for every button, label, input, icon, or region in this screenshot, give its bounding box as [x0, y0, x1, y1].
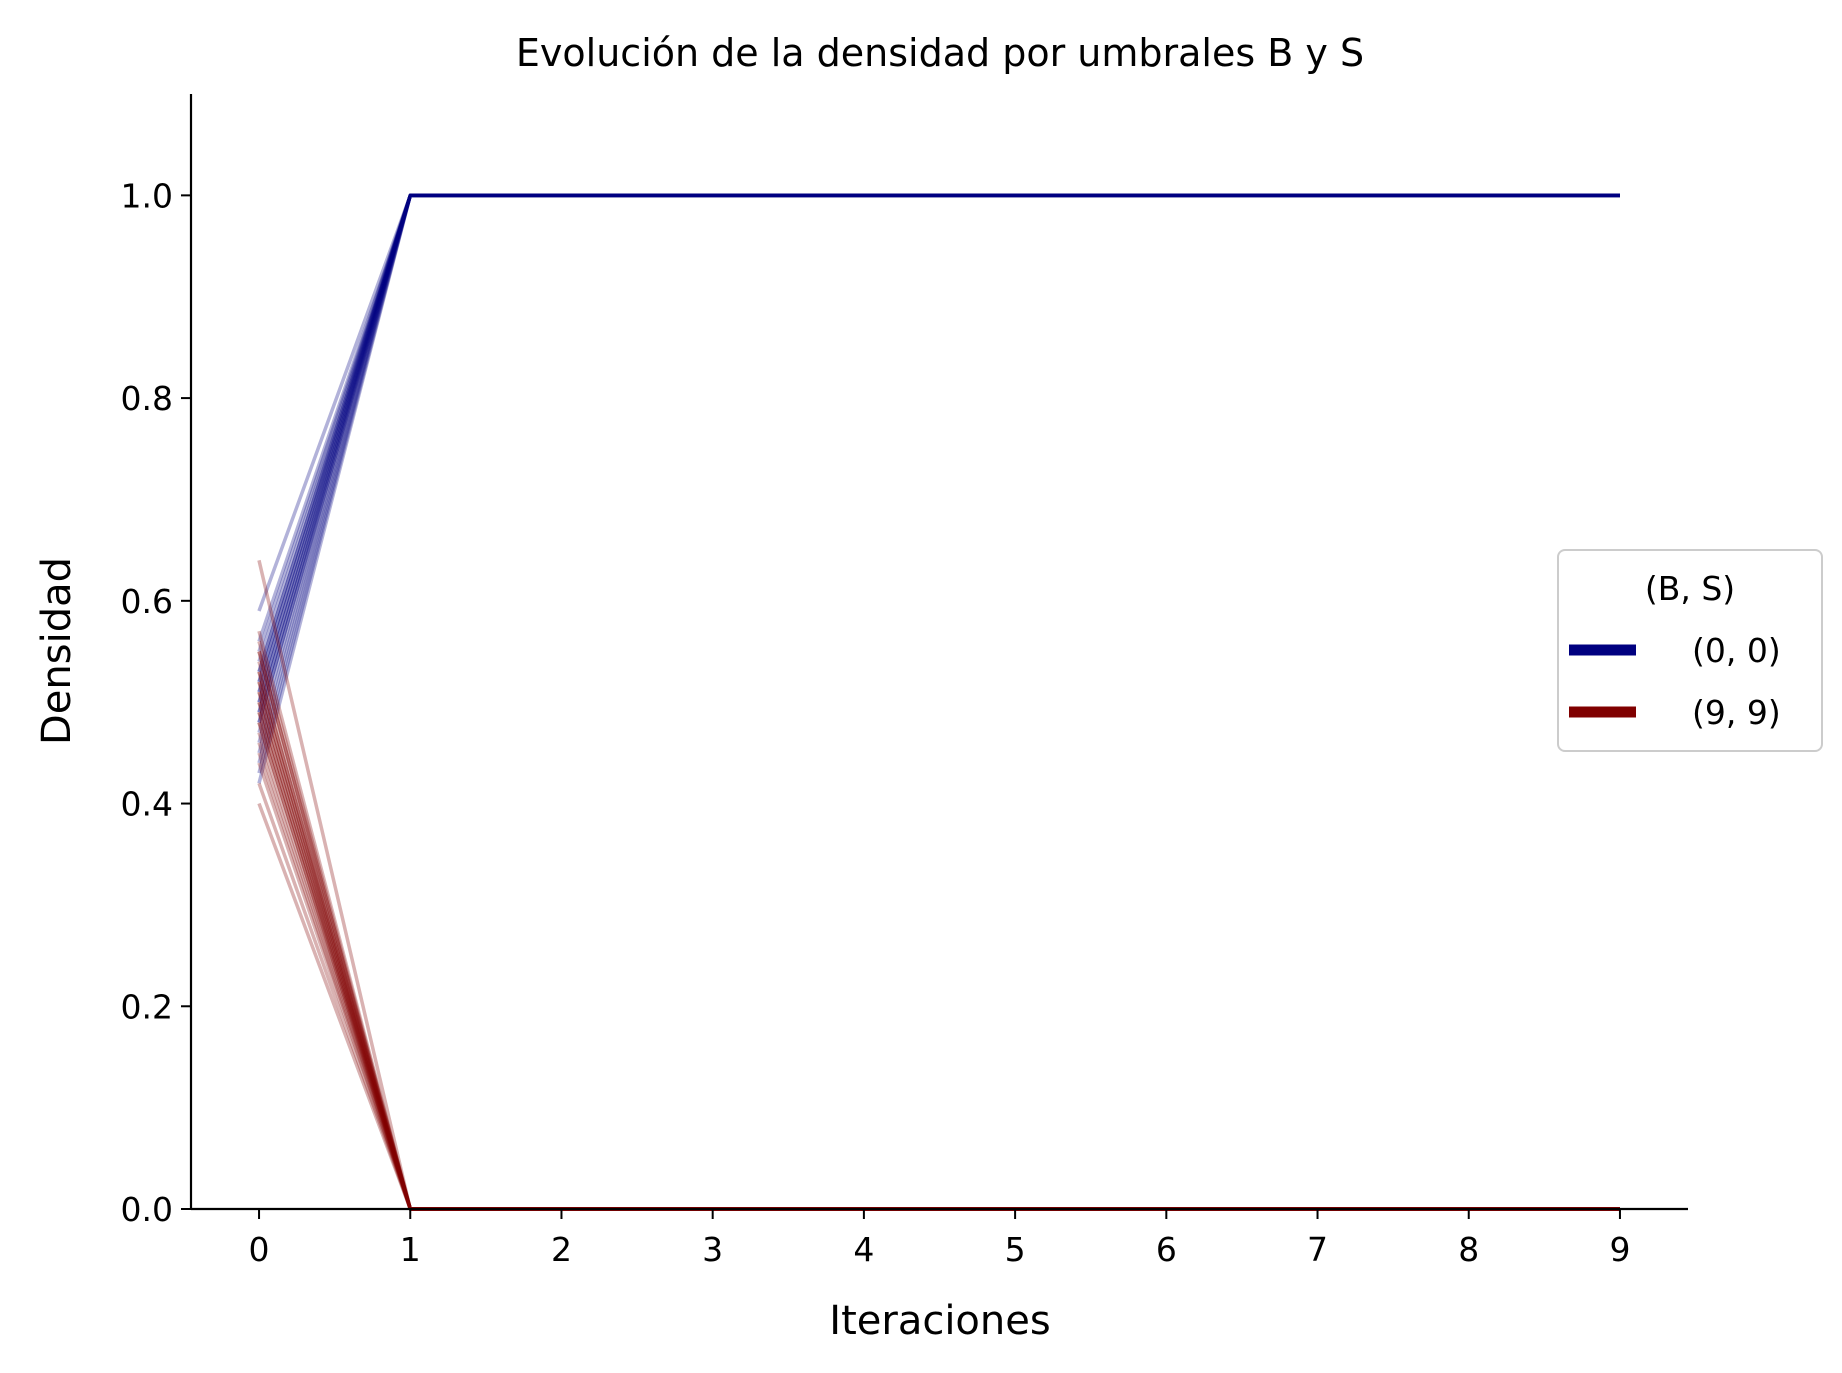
x-tick-label: 8 — [1458, 1230, 1479, 1269]
series-1-run-12-line — [257, 193, 1620, 703]
series-1-run-14-line — [257, 193, 1620, 713]
x-tick-label: 5 — [1005, 1230, 1026, 1269]
series-1-run-7-line — [257, 193, 1620, 683]
y-tick-label: 0.8 — [121, 379, 173, 418]
legend: (B, S) (0, 0) (9, 9) — [1557, 549, 1823, 752]
series-1-run-11-line — [257, 193, 1620, 703]
series-1-run-19-line — [257, 193, 1620, 754]
series-1-run-10-line — [257, 193, 1620, 693]
series-1-run-3-line — [257, 193, 1620, 653]
legend-label-series-2: (9, 9) — [1692, 693, 1781, 732]
y-axis-ticks: 0.0 0.2 0.4 0.6 0.8 1.0 — [121, 176, 191, 1229]
series-1-run-17-line — [257, 193, 1620, 734]
x-tick-label: 0 — [249, 1230, 270, 1269]
series-1-run-18-line — [257, 193, 1620, 744]
series-1-run-5-line — [257, 193, 1620, 673]
series-1-run-6-line — [257, 193, 1620, 673]
series-1-run-2-line — [257, 193, 1620, 642]
x-tick-label: 2 — [551, 1230, 572, 1269]
legend-box — [1557, 549, 1823, 752]
series-1-run-8-line — [257, 193, 1620, 683]
series-1-run-22-line — [257, 193, 1620, 784]
y-tick-label: 0.4 — [121, 785, 173, 824]
series-1-run-9-line — [257, 193, 1620, 693]
chart-title: Evolución de la densidad por umbrales B … — [516, 31, 1364, 75]
series-1-run-16-line — [257, 193, 1620, 723]
x-tick-label: 6 — [1156, 1230, 1177, 1269]
series-group-1 — [257, 193, 1620, 784]
y-axis-label: Densidad — [34, 557, 80, 745]
x-tick-label: 9 — [1609, 1230, 1630, 1269]
x-tick-label: 4 — [853, 1230, 874, 1269]
y-tick-label: 0.6 — [121, 582, 173, 621]
x-axis-label: Iteraciones — [829, 1298, 1050, 1344]
y-tick-label: 0.2 — [121, 987, 173, 1026]
y-tick-label: 0.0 — [121, 1190, 173, 1229]
series-1-run-13-line — [257, 193, 1620, 713]
series-1-run-20-line — [257, 193, 1620, 764]
series-1-run-21-line — [257, 193, 1620, 774]
y-tick-label: 1.0 — [121, 176, 173, 215]
x-tick-label: 7 — [1307, 1230, 1328, 1269]
x-tick-label: 1 — [400, 1230, 421, 1269]
x-axis-ticks: 0 1 2 3 4 5 6 7 8 9 — [249, 1209, 1630, 1269]
legend-title: (B, S) — [1645, 569, 1735, 608]
series-1-run-15-line — [257, 193, 1620, 723]
series-1-run-1-line — [257, 193, 1620, 612]
x-tick-label: 3 — [702, 1230, 723, 1269]
series-1-run-4-line — [257, 193, 1620, 663]
legend-label-series-1: (0, 0) — [1692, 631, 1781, 670]
